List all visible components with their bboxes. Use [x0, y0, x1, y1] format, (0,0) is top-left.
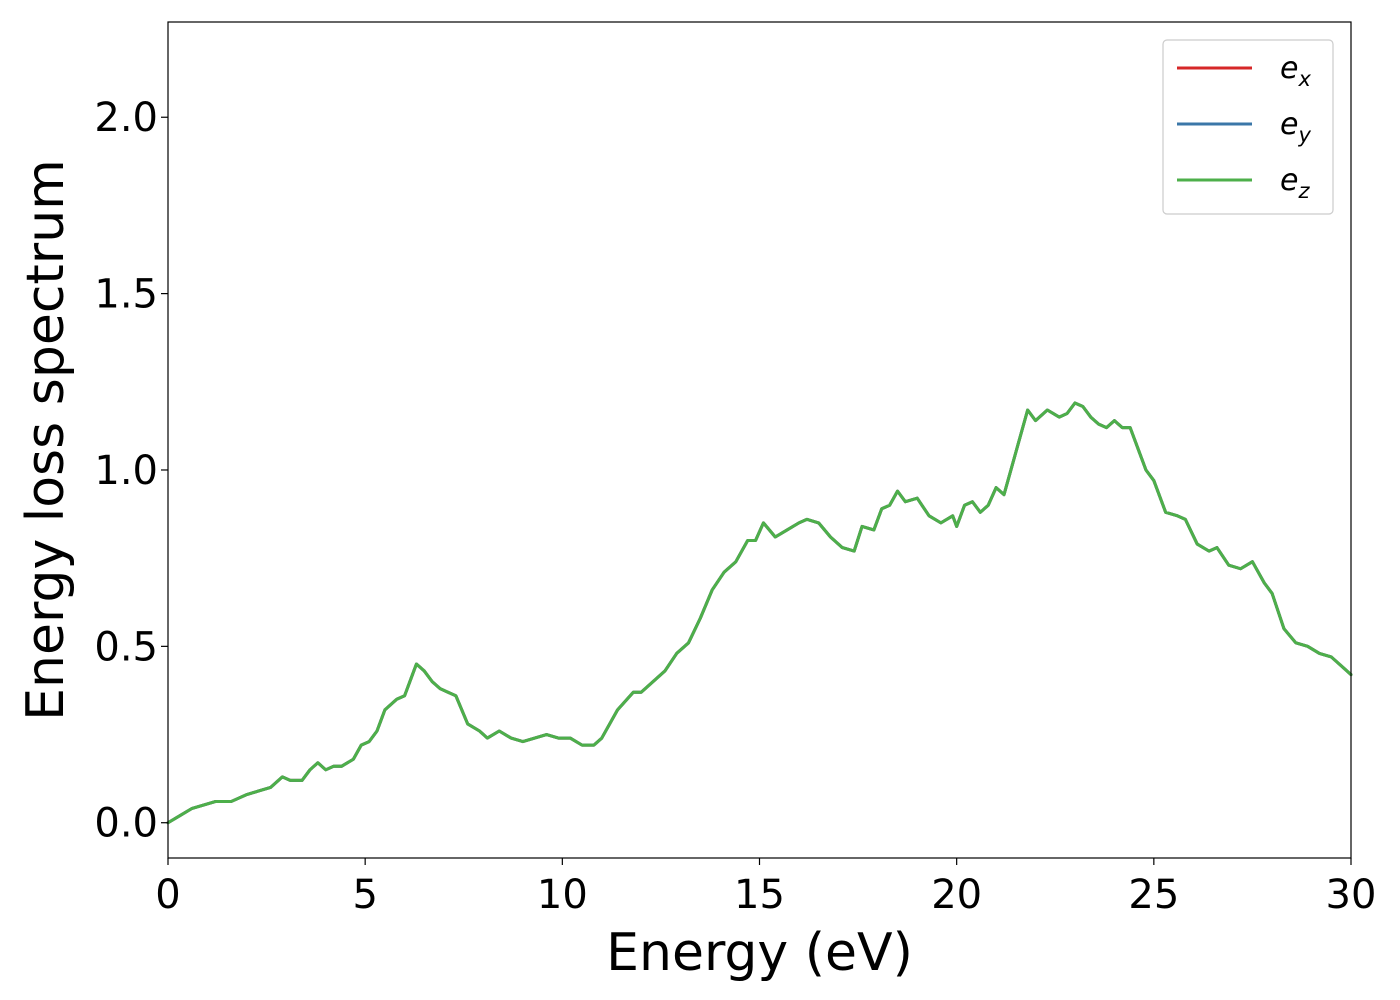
- legend-label-main: e: [1280, 51, 1298, 86]
- legend-label-subscript: z: [1297, 179, 1310, 203]
- x-axis-title: Energy (eV): [606, 923, 913, 983]
- x-tick-label: 10: [537, 872, 588, 918]
- y-tick-label: 0.5: [94, 624, 158, 670]
- legend-label-y: ey: [1280, 107, 1311, 147]
- legend-label-x: ex: [1280, 51, 1311, 91]
- series-line-y: [166, 401, 1353, 825]
- series-line-x: [166, 401, 1353, 825]
- legend-label-main: e: [1280, 163, 1298, 198]
- y-tick-label: 2.0: [94, 95, 158, 141]
- x-tick-label: 0: [155, 872, 180, 918]
- y-tick-label: 1.0: [94, 448, 158, 494]
- legend-box: [1162, 39, 1334, 215]
- x-tick-label: 20: [931, 872, 982, 918]
- y-axis-ticks: 0.0 0.5 1.0 1.5 2.0: [94, 95, 168, 847]
- x-tick-label: 5: [352, 872, 377, 918]
- x-tick-label: 15: [734, 872, 785, 918]
- legend-label-subscript: x: [1297, 67, 1311, 91]
- series-lines: [166, 401, 1353, 825]
- series-line-z: [166, 401, 1353, 825]
- x-tick-label: 30: [1326, 872, 1377, 918]
- x-tick-label: 25: [1128, 872, 1179, 918]
- y-axis-title: Energy loss spectrum: [16, 159, 76, 721]
- y-tick-label: 1.5: [94, 272, 158, 318]
- legend-label-main: e: [1280, 107, 1298, 142]
- legend-label-subscript: y: [1297, 123, 1311, 147]
- x-axis-ticks: 0 5 10 15 20 25 30: [155, 858, 1376, 918]
- legend-label-z: ez: [1280, 163, 1310, 203]
- y-tick-label: 0.0: [94, 801, 158, 847]
